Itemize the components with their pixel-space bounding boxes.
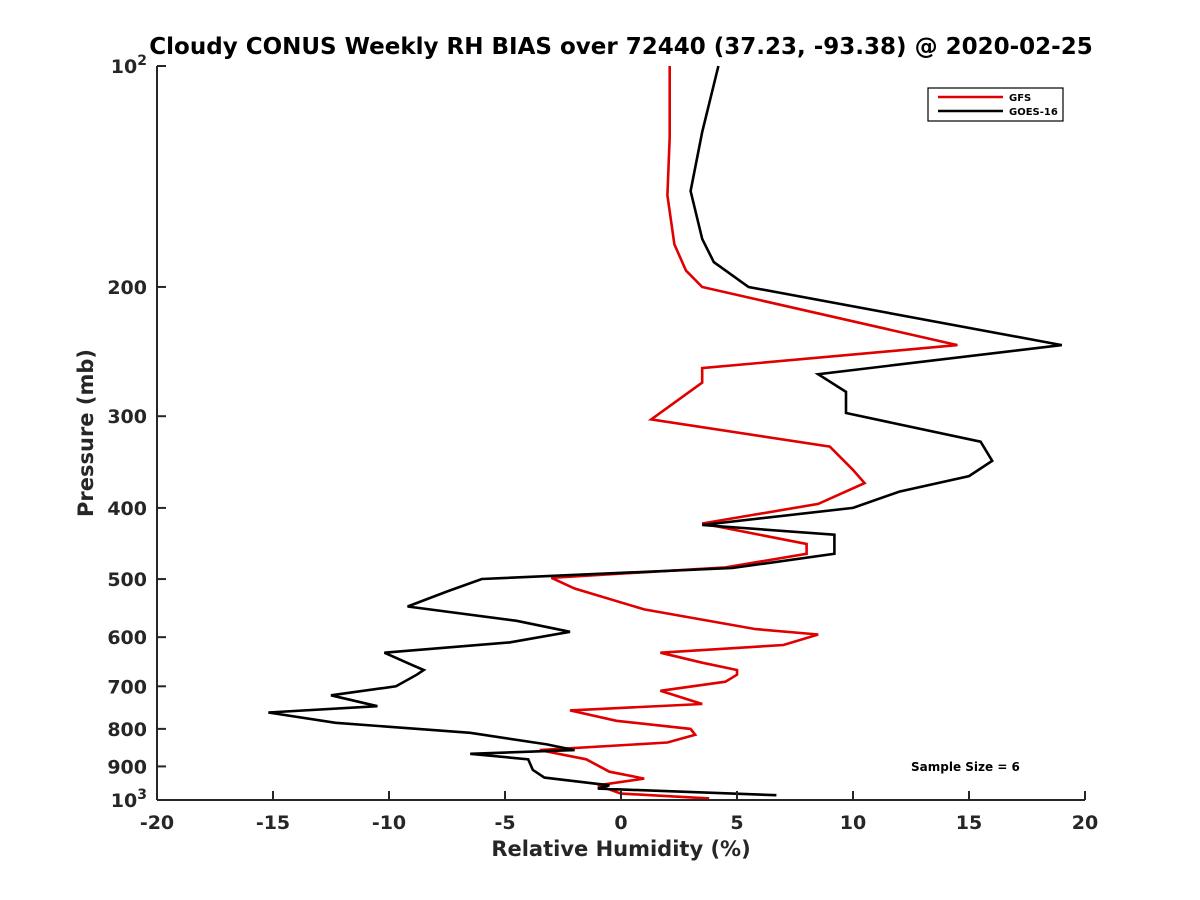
y-tick-label: 200 [107, 277, 147, 299]
chart-title: Cloudy CONUS Weekly RH BIAS over 72440 (… [149, 34, 1092, 60]
y-tick-label: 700 [107, 676, 147, 698]
series-layer [268, 65, 1063, 800]
x-tick-label: 10 [840, 812, 866, 834]
series-line-goes16 [268, 65, 1063, 797]
x-tick-label: -10 [372, 812, 406, 834]
x-tick-label: 0 [614, 812, 627, 834]
x-axis-label: Relative Humidity (%) [491, 837, 750, 861]
x-tick-label: -5 [494, 812, 515, 834]
y-tick-label: 500 [107, 569, 147, 591]
y-tick-label: 900 [107, 756, 147, 778]
series-line-gfs [539, 66, 958, 800]
y-tick-label: 800 [107, 719, 147, 741]
y-axis-label: Pressure (mb) [74, 349, 98, 517]
axes-layer: -20 -15 -10 -5 0 5 10 15 20 102 200 300 400 500 600 700… [107, 53, 1098, 834]
y-tick-label: 400 [107, 498, 147, 520]
x-tick-label: -20 [140, 812, 174, 834]
x-tick-label: 20 [1072, 812, 1098, 834]
sample-size-annotation: Sample Size = 6 [911, 760, 1020, 774]
y-tick-label: 300 [107, 406, 147, 428]
x-tick-label: 5 [730, 812, 743, 834]
legend: GFS GOES-16 [927, 87, 1064, 122]
legend-label-goes16: GOES-16 [1009, 107, 1058, 118]
x-tick-label: -15 [256, 812, 290, 834]
x-tick-label: 15 [956, 812, 982, 834]
legend-label-gfs: GFS [1009, 93, 1031, 104]
legend-box [927, 87, 1064, 122]
y-tick-label: 103 [111, 787, 147, 812]
y-tick-label: 102 [111, 53, 147, 78]
y-tick-label: 600 [107, 627, 147, 649]
